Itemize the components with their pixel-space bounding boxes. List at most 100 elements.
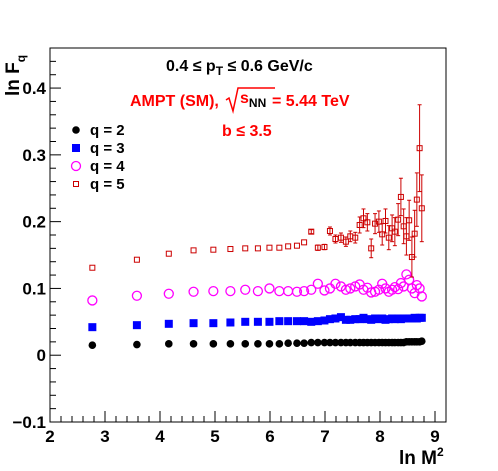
data-point xyxy=(165,340,173,348)
x-tick-label: 7 xyxy=(320,427,329,446)
data-point xyxy=(190,247,197,254)
legend-marker xyxy=(72,144,80,152)
axis-ticks: 2 3 4 5 6 7 8 9 −0.1 0 0.1 0.2 0.3 0.4 xyxy=(12,47,440,446)
data-point xyxy=(321,244,328,251)
data-point xyxy=(373,284,385,295)
data-point xyxy=(320,338,329,347)
data-point xyxy=(275,340,284,348)
data-point xyxy=(241,317,250,326)
data-point xyxy=(163,288,174,299)
data-point xyxy=(240,284,251,295)
data-point xyxy=(326,338,334,347)
data-point xyxy=(352,234,359,241)
data-point xyxy=(264,283,275,294)
x-tick-label: 9 xyxy=(430,427,439,446)
data-point xyxy=(406,217,413,224)
data-point xyxy=(226,318,235,327)
data-point xyxy=(164,319,173,328)
data-point xyxy=(314,244,321,251)
data-point xyxy=(391,228,398,235)
legend-entry: q = 4 xyxy=(70,158,125,175)
data-point xyxy=(132,321,141,330)
data-point xyxy=(88,323,97,332)
data-point xyxy=(392,283,404,295)
data-point xyxy=(360,215,367,222)
x-tick-label: 5 xyxy=(210,427,219,446)
y-tick-label: 0.3 xyxy=(22,146,46,165)
energy-value: = 5.44 TeV xyxy=(272,93,350,110)
data-point xyxy=(351,315,360,324)
y-axis-title: ln Fq xyxy=(3,55,28,96)
data-point xyxy=(331,314,340,323)
data-point xyxy=(87,295,98,306)
data-point xyxy=(265,317,274,326)
data-point xyxy=(282,285,294,297)
data-point xyxy=(189,340,198,348)
series-q-3 xyxy=(88,313,426,332)
series-q-4 xyxy=(87,269,427,306)
data-point xyxy=(307,338,316,347)
legend-label: q = 3 xyxy=(90,140,125,157)
data-point xyxy=(189,319,198,328)
legend-label: q = 2 xyxy=(90,122,125,139)
x-tick-label: 4 xyxy=(155,427,165,446)
data-point xyxy=(284,317,293,326)
data-point xyxy=(330,278,341,289)
y-tick-label: 0.2 xyxy=(22,213,46,232)
data-point xyxy=(254,245,261,252)
legend-entry: q = 3 xyxy=(72,140,125,157)
data-point xyxy=(293,242,300,249)
x-axis-title: ln M2 xyxy=(399,445,444,469)
data-point xyxy=(401,269,412,280)
sqrt-s-label: sNN xyxy=(240,90,266,110)
series-q-2 xyxy=(88,337,426,349)
data-point xyxy=(337,234,344,241)
data-point xyxy=(307,317,316,326)
data-point xyxy=(411,230,418,237)
data-point xyxy=(386,284,398,295)
legend-marker xyxy=(70,160,82,172)
y-tick-label: 0 xyxy=(37,346,46,365)
data-point xyxy=(208,285,219,297)
legend: q = 2q = 3q = 4q = 5 xyxy=(70,122,125,193)
data-point xyxy=(274,285,285,297)
data-point xyxy=(340,284,352,295)
data-point xyxy=(379,231,386,238)
y-tick-label: 0.4 xyxy=(22,79,46,98)
data-point xyxy=(345,283,356,294)
data-point xyxy=(325,315,334,324)
data-point xyxy=(252,285,264,297)
data-point xyxy=(418,337,426,345)
sqrt-sign xyxy=(225,87,275,114)
data-point xyxy=(88,341,97,349)
data-point xyxy=(292,317,301,326)
legend-label: q = 4 xyxy=(90,158,125,175)
x-tick-label: 3 xyxy=(100,427,109,446)
data-point xyxy=(241,340,250,348)
data-point xyxy=(313,317,322,326)
data-point xyxy=(209,340,218,348)
data-series xyxy=(87,104,427,349)
data-point xyxy=(293,339,301,347)
legend-entry: q = 2 xyxy=(72,122,125,139)
data-point xyxy=(382,217,389,224)
data-point xyxy=(308,228,315,235)
data-point xyxy=(346,315,355,324)
x-tick-label: 8 xyxy=(375,427,384,446)
series-q-5 xyxy=(89,104,425,278)
data-point xyxy=(395,216,402,223)
data-point xyxy=(331,338,340,347)
data-point xyxy=(275,317,284,326)
data-point xyxy=(89,264,96,271)
data-point xyxy=(284,339,292,347)
data-point xyxy=(226,340,235,348)
data-point xyxy=(253,317,262,326)
data-point xyxy=(397,193,404,200)
data-point xyxy=(417,313,426,322)
data-point xyxy=(285,243,292,250)
x-tick-label: 2 xyxy=(45,427,54,446)
data-point xyxy=(319,285,330,296)
data-point xyxy=(209,319,218,328)
y-tick-label: 0.1 xyxy=(22,279,46,298)
